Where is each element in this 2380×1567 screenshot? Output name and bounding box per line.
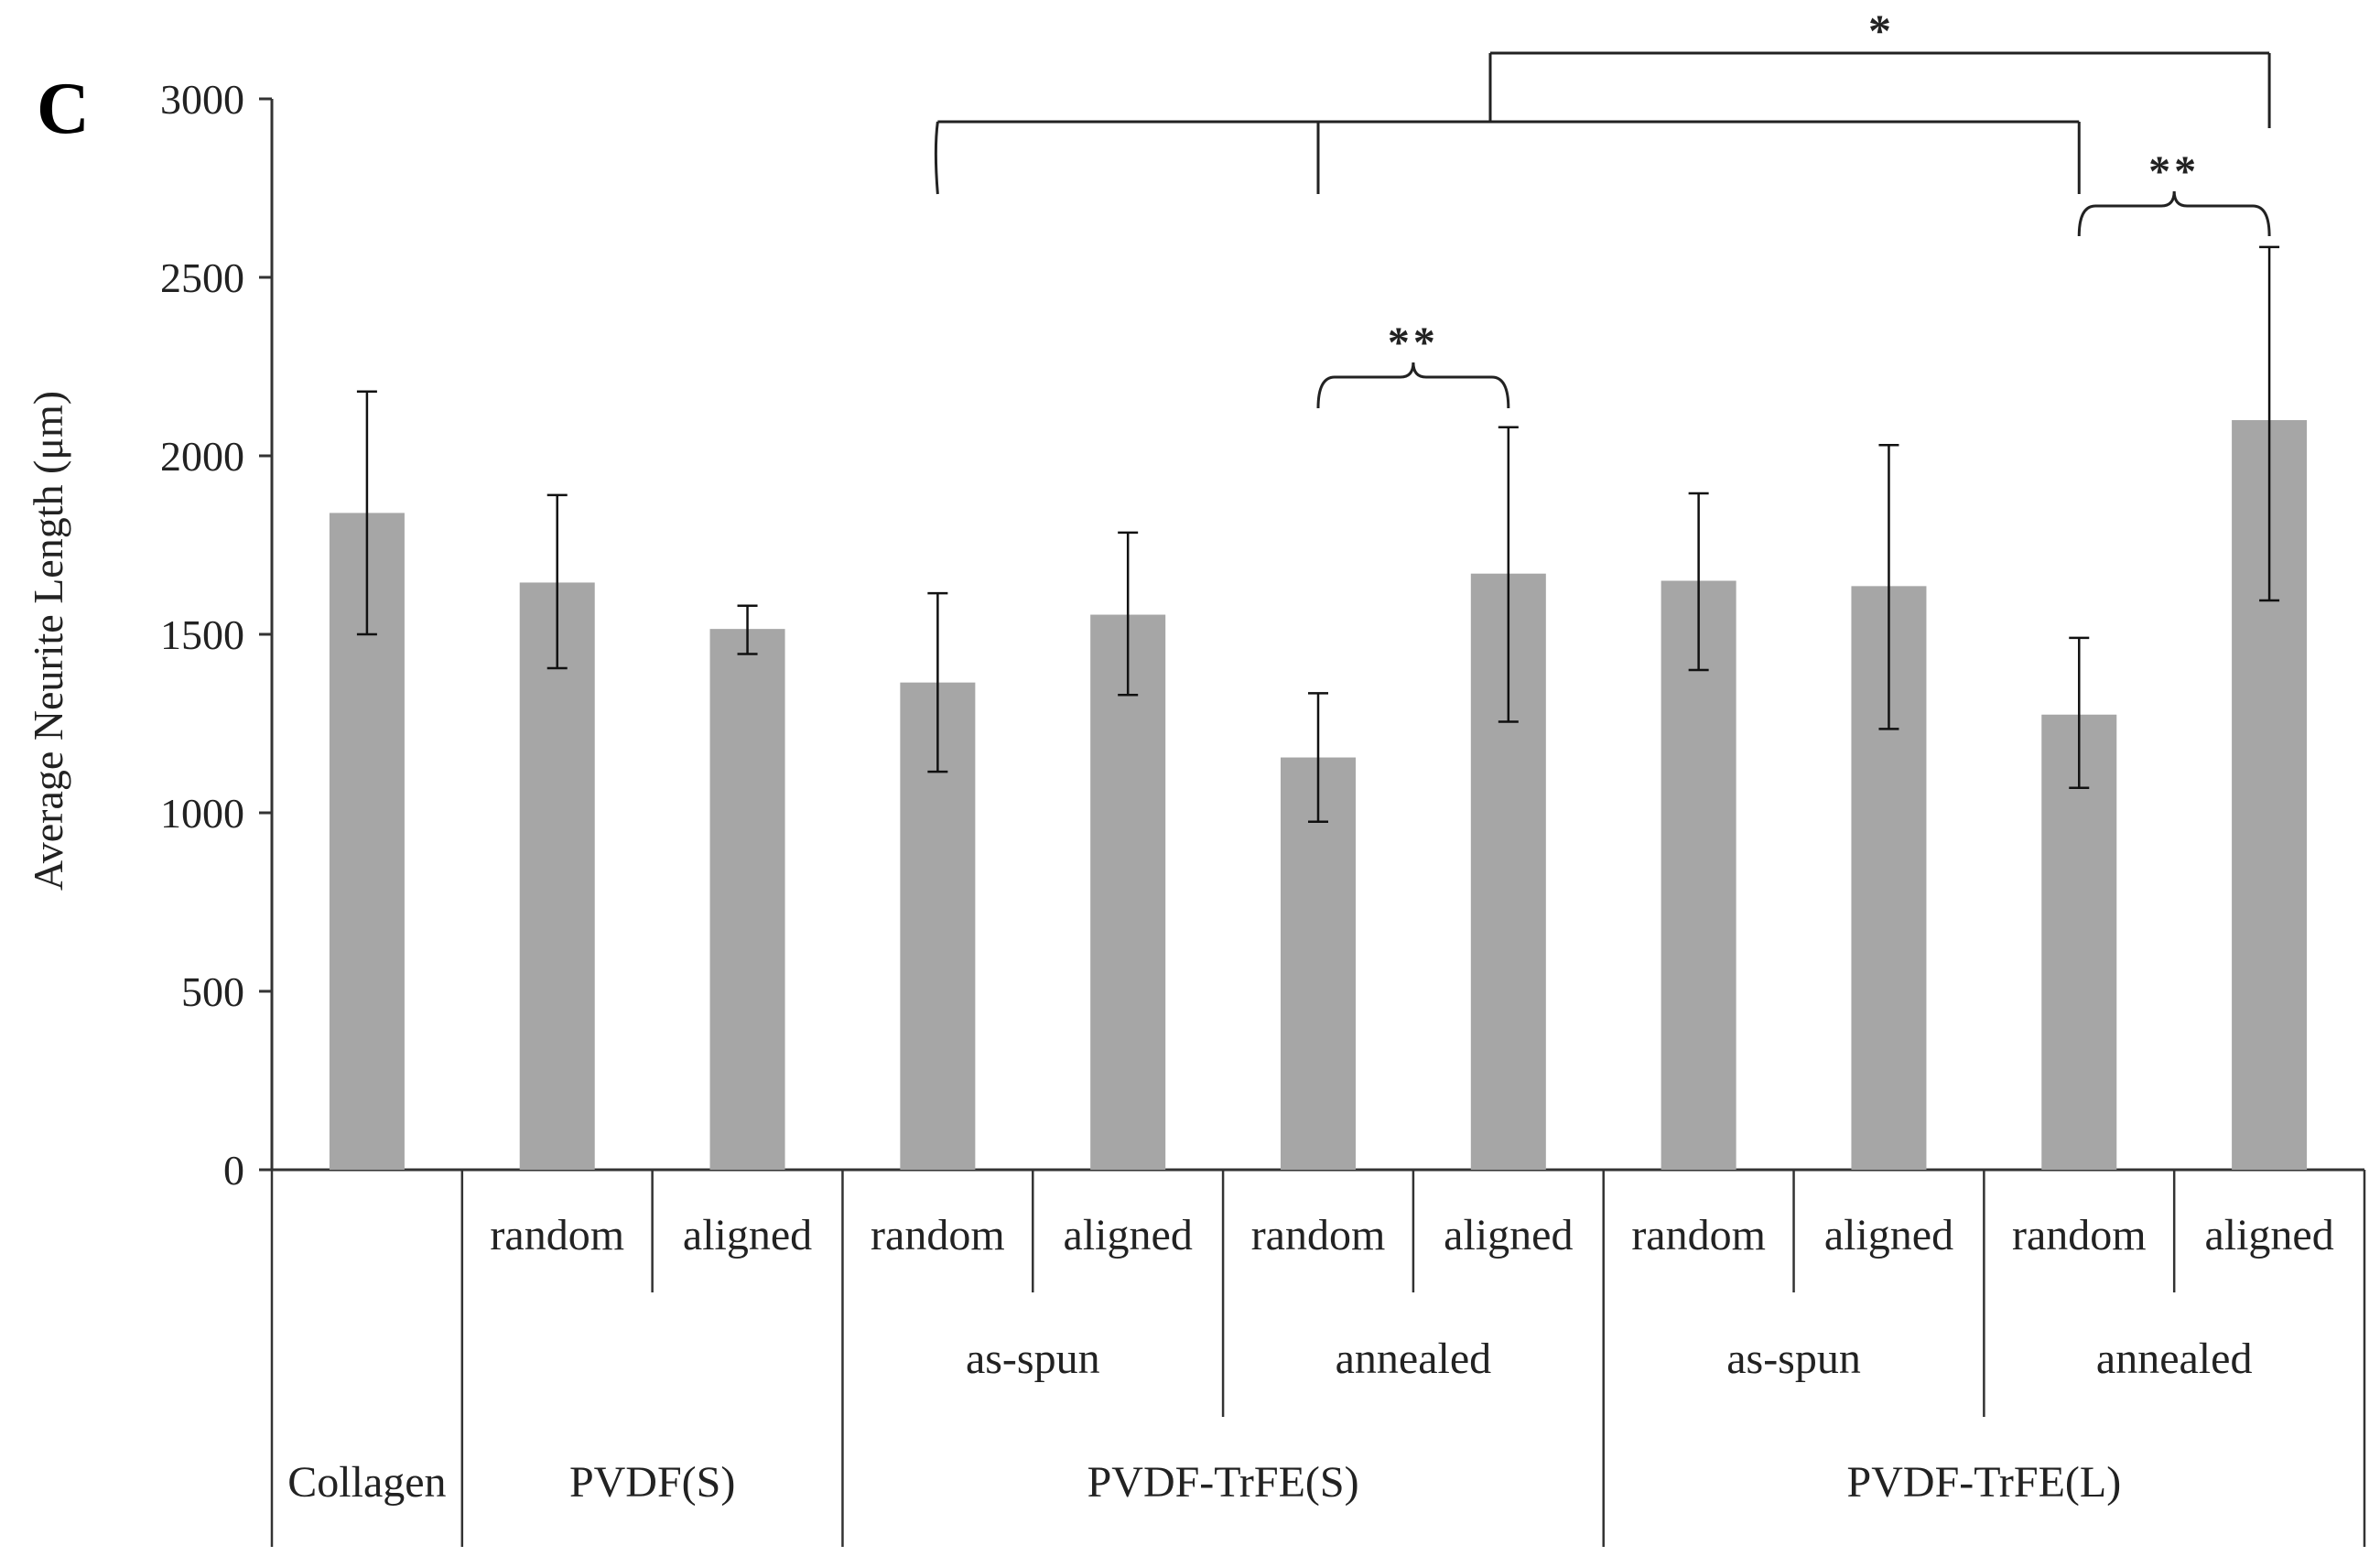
category-label-material: PVDF-TrFE(S) xyxy=(1087,1458,1359,1507)
y-tick-labels: 0 500 1000 1500 2000 2500 3000 xyxy=(160,76,272,1194)
y-tick-label: 3000 xyxy=(160,76,244,123)
category-label-processing: annealed xyxy=(1336,1335,1492,1383)
category-label-material: PVDF-TrFE(L) xyxy=(1847,1458,2122,1507)
y-tick-label: 1500 xyxy=(160,611,244,658)
bar xyxy=(1281,757,1356,1170)
category-label-processing: annealed xyxy=(2096,1335,2253,1383)
bar xyxy=(2041,714,2117,1170)
bar xyxy=(1090,614,1166,1170)
significance-label: * xyxy=(1868,5,1891,56)
category-label-orientation: random xyxy=(1631,1211,1766,1259)
y-tick-label: 500 xyxy=(181,968,244,1015)
y-tick-label: 2000 xyxy=(160,433,244,480)
error-bars xyxy=(356,245,2280,823)
significance-label: ** xyxy=(1388,319,1439,367)
category-label-orientation: random xyxy=(490,1211,624,1259)
bar xyxy=(519,582,595,1170)
category-label-orientation: random xyxy=(2012,1211,2147,1259)
category-label-orientation: aligned xyxy=(683,1211,812,1259)
y-tick-label: 1000 xyxy=(160,790,244,837)
category-label-orientation: aligned xyxy=(1824,1211,1953,1259)
category-label-material: PVDF(S) xyxy=(569,1458,735,1507)
significance-bracket xyxy=(2077,190,2271,237)
category-label-orientation: aligned xyxy=(1444,1211,1573,1259)
category-label-material: Collagen xyxy=(287,1458,446,1507)
category-label-orientation: random xyxy=(1251,1211,1386,1259)
bar xyxy=(1661,580,1736,1170)
significance-bracket xyxy=(1316,362,1510,409)
group-bracket-leg xyxy=(934,121,939,195)
y-tick-label: 2500 xyxy=(160,254,244,301)
category-label-orientation: random xyxy=(871,1211,1005,1259)
bar xyxy=(709,629,785,1170)
y-axis-label: Average Neurite Length (μm) xyxy=(25,391,71,891)
category-label-processing: as-spun xyxy=(1726,1335,1861,1383)
bars xyxy=(329,420,2308,1170)
category-label-orientation: aligned xyxy=(2204,1211,2333,1259)
panel-label: C xyxy=(37,69,90,149)
significance-annotations: ***** xyxy=(934,5,2271,409)
category-label-processing: as-spun xyxy=(966,1335,1100,1383)
significance-label: ** xyxy=(2148,147,2200,196)
y-tick-label: 0 xyxy=(223,1147,244,1194)
category-label-orientation: aligned xyxy=(1064,1211,1193,1259)
category-label-table: random aligned random aligned random aligned r… xyxy=(270,1170,2366,1547)
